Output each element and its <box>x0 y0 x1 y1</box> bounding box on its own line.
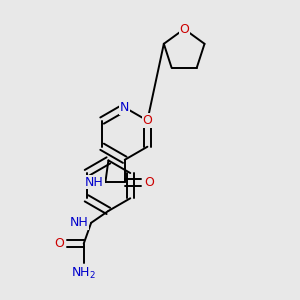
Text: O: O <box>142 114 152 127</box>
Text: NH: NH <box>85 176 104 189</box>
Text: O: O <box>54 237 64 250</box>
Text: O: O <box>145 176 154 189</box>
Text: NH$_2$: NH$_2$ <box>71 266 96 281</box>
Text: NH: NH <box>70 216 89 229</box>
Text: O: O <box>179 22 189 35</box>
Text: N: N <box>120 101 129 114</box>
